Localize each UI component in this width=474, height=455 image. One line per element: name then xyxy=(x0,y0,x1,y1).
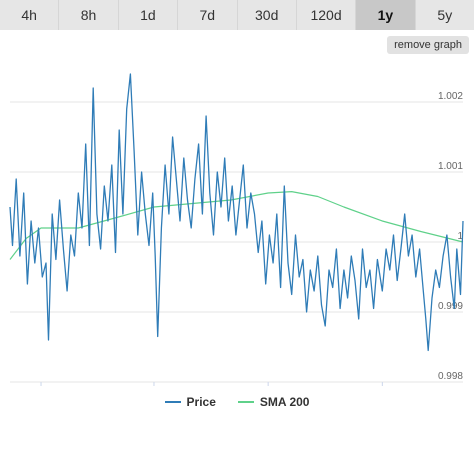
range-tab-8h[interactable]: 8h xyxy=(59,0,118,30)
chart-legend: Price SMA 200 xyxy=(0,394,474,410)
y-tick-label: 1 xyxy=(457,231,463,242)
series-line-price xyxy=(9,73,464,352)
legend-label-price: Price xyxy=(186,395,216,409)
y-tick-label: 0.999 xyxy=(438,301,463,312)
legend-label-sma-200: SMA 200 xyxy=(259,395,310,409)
legend-item-sma-200[interactable]: SMA 200 xyxy=(237,395,310,409)
range-tab-5y[interactable]: 5y xyxy=(415,0,474,30)
y-axis-ticks: 0.998 0.999 1 1.001 1.002 xyxy=(438,91,463,382)
range-tab-1y[interactable]: 1y xyxy=(356,0,415,30)
range-tabs: 4h 8h 1d 7d 30d 120d 1y 5y xyxy=(0,0,474,30)
legend-swatch-sma-200 xyxy=(237,401,254,403)
legend-swatch-price xyxy=(164,401,181,403)
price-chart: 0.998 0.999 1 1.001 1.002 Apr '25Jul '25Oct … xyxy=(9,73,464,386)
series-lines xyxy=(9,73,464,352)
range-tab-120d[interactable]: 120d xyxy=(296,0,356,30)
remove-graph-button[interactable]: remove graph xyxy=(387,36,469,54)
x-axis-ticks: Apr '25Jul '25Oct '25Jan '26 xyxy=(40,382,383,386)
range-tab-7d[interactable]: 7d xyxy=(178,0,237,30)
y-tick-label: 1.002 xyxy=(438,91,463,102)
y-tick-label: 0.998 xyxy=(438,371,463,382)
range-tab-30d[interactable]: 30d xyxy=(237,0,296,30)
range-tab-1d[interactable]: 1d xyxy=(118,0,178,30)
grid-lines xyxy=(10,101,463,383)
legend-item-price[interactable]: Price xyxy=(164,395,216,409)
range-tab-4h[interactable]: 4h xyxy=(0,0,59,30)
y-tick-label: 1.001 xyxy=(438,161,463,172)
